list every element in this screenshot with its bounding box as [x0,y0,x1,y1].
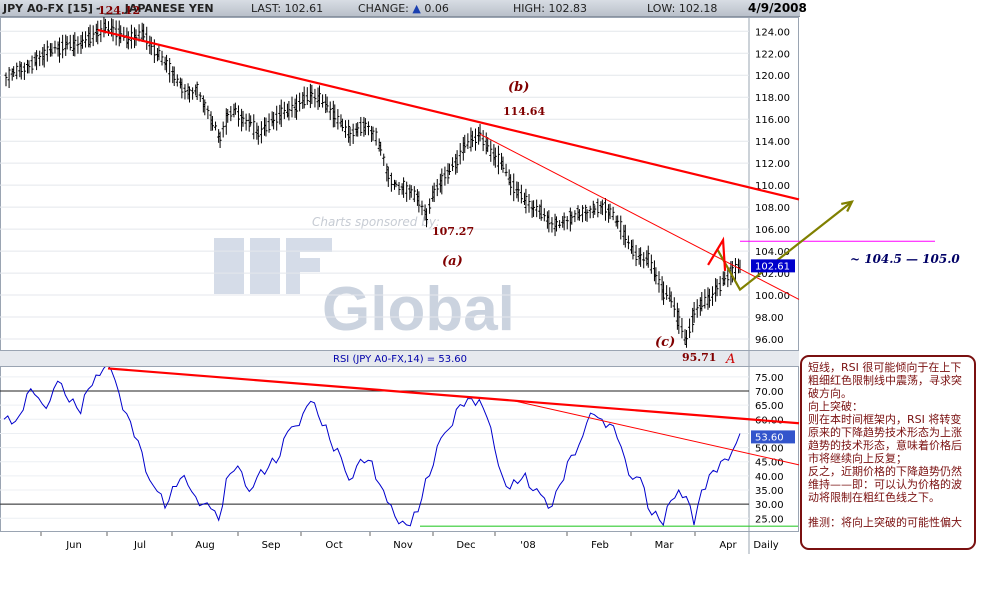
chart-header-bar: JPY A0-FX [15] - ___ JAPANESE YEN LAST: … [0,0,800,17]
rsi-title-bar [0,351,799,366]
x-axis-label: Sep [262,540,281,551]
last-price-badge-text: 102.61 [755,261,790,272]
price-panel-frame [0,17,799,351]
annotation-low-107: 107.27 [432,225,475,238]
x-axis-label: Daily [753,540,778,551]
x-axis-label: Apr [719,540,737,551]
commentary-line-1: 短线，RSI 很可能倾向于在上下粗细红色限制线中震荡，寻求突破方向。 [808,361,962,400]
x-axis-label: '08 [520,540,535,551]
sponsor-watermark: Charts sponsored by: Global [214,215,515,344]
x-axis-label: Jul [133,540,146,551]
price-trendline [479,133,800,300]
commentary-box: 短线，RSI 很可能倾向于在上下粗细红色限制线中震荡，寻求突破方向。 向上突破：… [800,355,976,550]
instrument-label: - ___ JAPANESE YEN [96,2,214,15]
high-label: HIGH: 102.83 [513,2,588,15]
price-tick-label: 118.00 [755,93,790,104]
x-axis-label: Mar [655,540,675,551]
rsi-tick-label: 40.00 [755,472,784,483]
x-axis-label: Aug [195,540,215,551]
annotation-high-124: 124.12 [98,4,141,17]
wave-label-c: (c) [655,335,676,350]
x-axis-label: Nov [393,540,413,551]
x-axis-label: Dec [456,540,475,551]
svg-text:Global: Global [322,275,515,344]
price-tick-label: 100.00 [755,291,790,302]
wave-label-capital-a: A [726,352,736,367]
rsi-tick-label: 70.00 [755,387,784,398]
rsi-trendline [107,367,800,425]
rsi-tick-label: 50.00 [755,444,784,455]
low-label: LOW: 102.18 [647,2,718,15]
rsi-tick-label: 35.00 [755,486,784,497]
commentary-line-4: 反之，近期价格的下降趋势仍然维持——即：可以认为价格的波动将限制在粗红色线之下。 [808,465,962,504]
annotation-high-114: 114.64 [503,105,546,118]
price-tick-label: 122.00 [755,49,790,60]
rsi-panel-frame [0,366,799,532]
rsi-tick-label: 75.00 [755,373,784,384]
commentary-line-2: 向上突破： [808,400,863,413]
price-tick-label: 110.00 [755,181,790,192]
price-trendline [97,28,800,201]
rsi-tick-label: 65.00 [755,401,784,412]
symbol-label: JPY A0-FX [15] [3,2,93,15]
last-price-badge [751,259,795,273]
price-tick-label: 98.00 [755,313,784,324]
wave-label-a: (a) [442,254,463,269]
commentary-line-3: 则在本时间框架内，RSI 将转变原来的下降趋势技术形态为上涨趋势的技术形态，意味… [808,413,962,465]
rsi-title: RSI (JPY A0-FX,14) = 53.60 [333,354,467,365]
commentary-conclusion: 推测：将向上突破的可能性偏大 [808,516,962,529]
price-tick-label: 112.00 [755,159,790,170]
price-tick-label: 124.00 [755,27,790,38]
rsi-value-badge [751,430,795,444]
price-tick-label: 108.00 [755,203,790,214]
rsi-trendline [511,399,800,466]
price-tick-label: 102.00 [755,269,790,280]
rsi-tick-label: 30.00 [755,500,784,511]
price-tick-label: 114.00 [755,137,790,148]
price-tick-label: 106.00 [755,225,790,236]
rsi-tick-label: 45.00 [755,458,784,469]
mf-global-logo: Global [214,238,515,344]
x-axis-label: Jun [65,540,82,551]
x-axis-label: Feb [591,540,609,551]
rsi-tick-label: 25.00 [755,514,784,525]
rsi-value-badge-text: 53.60 [755,432,784,443]
up-triangle-icon: ▲ [412,2,421,15]
price-tick-label: 96.00 [755,335,784,346]
price-tick-label: 104.00 [755,247,790,258]
target-range-label: ~ 104.5 — 105.0 [850,252,960,266]
wave-label-b: (b) [508,80,530,95]
sponsor-text: Charts sponsored by: [312,215,440,229]
last-price-label: LAST: 102.61 [251,2,324,15]
price-tick-label: 116.00 [755,115,790,126]
x-axis-strip [0,532,799,554]
rsi-series-line [3,367,741,527]
price-tick-label: 120.00 [755,71,790,82]
projection-arrowhead [841,200,854,212]
chart-date: 4/9/2008 [748,1,807,15]
breakout-marker [707,236,727,271]
change-label: CHANGE: ▲ 0.06 [358,2,449,15]
annotation-low-95: 95.71 [682,351,717,364]
x-axis-label: Oct [325,540,342,551]
